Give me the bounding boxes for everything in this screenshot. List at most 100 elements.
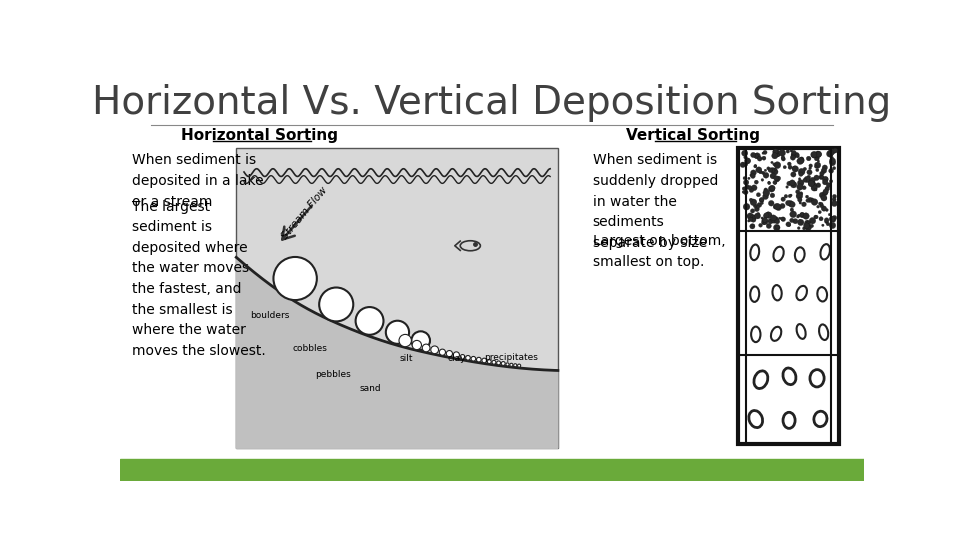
- Circle shape: [829, 216, 835, 222]
- Circle shape: [743, 177, 746, 180]
- Circle shape: [824, 177, 828, 181]
- Circle shape: [779, 150, 785, 156]
- Circle shape: [804, 220, 810, 226]
- Ellipse shape: [821, 244, 830, 260]
- Circle shape: [745, 185, 750, 190]
- Circle shape: [774, 176, 779, 180]
- Circle shape: [808, 180, 815, 186]
- Circle shape: [788, 165, 792, 170]
- Ellipse shape: [749, 410, 762, 428]
- Circle shape: [771, 217, 778, 223]
- Ellipse shape: [771, 327, 781, 341]
- Circle shape: [805, 199, 809, 202]
- Circle shape: [774, 181, 777, 184]
- Circle shape: [790, 218, 794, 222]
- Circle shape: [805, 195, 808, 198]
- Circle shape: [763, 213, 769, 218]
- Circle shape: [762, 156, 766, 160]
- Circle shape: [274, 257, 317, 300]
- Circle shape: [386, 321, 409, 344]
- Circle shape: [800, 212, 805, 218]
- Text: precipitates: precipitates: [485, 353, 539, 362]
- Circle shape: [800, 213, 804, 217]
- Circle shape: [510, 363, 513, 366]
- Circle shape: [453, 352, 460, 358]
- Circle shape: [796, 193, 803, 199]
- Circle shape: [797, 184, 804, 190]
- Circle shape: [814, 175, 820, 180]
- Circle shape: [790, 155, 796, 160]
- Circle shape: [774, 168, 777, 171]
- Ellipse shape: [751, 287, 759, 302]
- Circle shape: [804, 176, 810, 183]
- Circle shape: [749, 217, 753, 221]
- Circle shape: [747, 213, 754, 219]
- Circle shape: [819, 175, 824, 180]
- Circle shape: [821, 168, 827, 173]
- Circle shape: [780, 204, 785, 208]
- Circle shape: [811, 152, 818, 158]
- Circle shape: [745, 158, 751, 164]
- Circle shape: [811, 199, 818, 205]
- Circle shape: [787, 162, 791, 166]
- Circle shape: [768, 181, 771, 185]
- Circle shape: [794, 152, 800, 158]
- Circle shape: [802, 202, 806, 207]
- Circle shape: [760, 201, 763, 205]
- Circle shape: [831, 200, 837, 206]
- Circle shape: [786, 150, 789, 153]
- Circle shape: [784, 194, 788, 198]
- Circle shape: [829, 158, 835, 164]
- Circle shape: [823, 179, 828, 185]
- Circle shape: [799, 178, 801, 180]
- Circle shape: [514, 364, 516, 367]
- Circle shape: [772, 153, 778, 159]
- Circle shape: [762, 221, 765, 225]
- Circle shape: [476, 357, 481, 362]
- Circle shape: [774, 224, 780, 231]
- Circle shape: [828, 150, 833, 156]
- Circle shape: [766, 224, 772, 228]
- FancyArrowPatch shape: [282, 206, 312, 240]
- Circle shape: [817, 160, 820, 163]
- Circle shape: [783, 166, 786, 169]
- Text: clay: clay: [448, 354, 467, 363]
- Circle shape: [762, 152, 764, 154]
- Circle shape: [832, 194, 836, 198]
- Circle shape: [761, 217, 763, 219]
- Circle shape: [743, 190, 748, 194]
- Circle shape: [814, 215, 818, 219]
- Circle shape: [750, 199, 756, 206]
- Circle shape: [431, 346, 439, 354]
- Circle shape: [798, 168, 805, 175]
- Circle shape: [765, 212, 772, 218]
- Circle shape: [772, 217, 775, 220]
- Circle shape: [786, 222, 791, 227]
- Circle shape: [752, 224, 755, 226]
- Circle shape: [796, 190, 800, 194]
- Circle shape: [771, 215, 777, 221]
- Circle shape: [762, 217, 767, 222]
- Circle shape: [355, 307, 383, 335]
- Circle shape: [768, 186, 775, 192]
- Circle shape: [496, 361, 500, 365]
- Circle shape: [751, 209, 755, 213]
- Circle shape: [828, 213, 831, 216]
- Circle shape: [803, 213, 809, 219]
- Text: silt: silt: [400, 354, 414, 363]
- Circle shape: [814, 162, 821, 168]
- Circle shape: [790, 181, 797, 188]
- Ellipse shape: [751, 245, 759, 260]
- Text: pebbles: pebbles: [315, 370, 351, 379]
- Circle shape: [820, 202, 823, 205]
- Circle shape: [764, 188, 768, 192]
- Text: Vertical Sorting: Vertical Sorting: [627, 128, 760, 143]
- Circle shape: [757, 202, 762, 207]
- Circle shape: [830, 156, 833, 159]
- Circle shape: [741, 150, 748, 156]
- Circle shape: [803, 178, 806, 182]
- Circle shape: [791, 153, 795, 157]
- Circle shape: [492, 360, 496, 364]
- Circle shape: [460, 355, 465, 359]
- Bar: [738, 148, 839, 444]
